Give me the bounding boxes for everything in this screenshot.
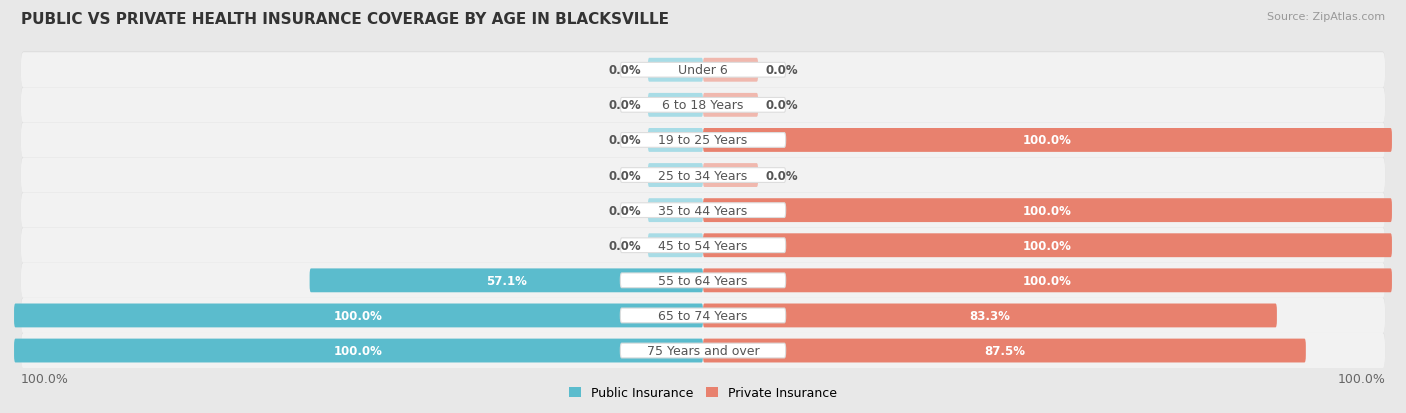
FancyBboxPatch shape (21, 158, 1385, 193)
FancyBboxPatch shape (21, 193, 1385, 228)
FancyBboxPatch shape (703, 129, 1392, 152)
Text: 100.0%: 100.0% (335, 309, 382, 322)
FancyBboxPatch shape (21, 297, 1385, 332)
Legend: Public Insurance, Private Insurance: Public Insurance, Private Insurance (564, 381, 842, 404)
Text: 0.0%: 0.0% (765, 169, 797, 182)
FancyBboxPatch shape (648, 94, 703, 117)
FancyBboxPatch shape (21, 53, 1385, 88)
FancyBboxPatch shape (21, 88, 1385, 122)
Text: 100.0%: 100.0% (1337, 373, 1385, 385)
Text: 0.0%: 0.0% (609, 134, 641, 147)
Text: 100.0%: 100.0% (1024, 239, 1071, 252)
FancyBboxPatch shape (648, 59, 703, 83)
FancyBboxPatch shape (703, 164, 758, 188)
Text: 0.0%: 0.0% (609, 239, 641, 252)
FancyBboxPatch shape (648, 199, 703, 223)
FancyBboxPatch shape (21, 228, 1385, 262)
FancyBboxPatch shape (21, 228, 1385, 263)
Text: 25 to 34 Years: 25 to 34 Years (658, 169, 748, 182)
Text: 75 Years and over: 75 Years and over (647, 344, 759, 357)
FancyBboxPatch shape (21, 157, 1385, 192)
FancyBboxPatch shape (648, 234, 703, 258)
Text: 100.0%: 100.0% (1024, 134, 1071, 147)
Text: 100.0%: 100.0% (1024, 204, 1071, 217)
Text: 100.0%: 100.0% (1024, 274, 1071, 287)
FancyBboxPatch shape (648, 129, 703, 152)
Text: 0.0%: 0.0% (609, 169, 641, 182)
FancyBboxPatch shape (14, 339, 703, 363)
FancyBboxPatch shape (703, 304, 1277, 328)
Text: 0.0%: 0.0% (765, 64, 797, 77)
FancyBboxPatch shape (21, 298, 1385, 333)
FancyBboxPatch shape (620, 273, 786, 288)
FancyBboxPatch shape (648, 164, 703, 188)
FancyBboxPatch shape (21, 262, 1385, 297)
Text: 0.0%: 0.0% (609, 99, 641, 112)
Text: 100.0%: 100.0% (21, 373, 69, 385)
FancyBboxPatch shape (620, 133, 786, 148)
Text: 0.0%: 0.0% (609, 204, 641, 217)
Text: 0.0%: 0.0% (765, 99, 797, 112)
Text: 55 to 64 Years: 55 to 64 Years (658, 274, 748, 287)
Text: 100.0%: 100.0% (335, 344, 382, 357)
FancyBboxPatch shape (703, 199, 1392, 223)
FancyBboxPatch shape (309, 269, 703, 292)
Text: Under 6: Under 6 (678, 64, 728, 77)
Text: 45 to 54 Years: 45 to 54 Years (658, 239, 748, 252)
Text: 65 to 74 Years: 65 to 74 Years (658, 309, 748, 322)
FancyBboxPatch shape (703, 269, 1392, 292)
FancyBboxPatch shape (14, 304, 703, 328)
FancyBboxPatch shape (620, 98, 786, 113)
Text: Source: ZipAtlas.com: Source: ZipAtlas.com (1267, 12, 1385, 22)
FancyBboxPatch shape (620, 168, 786, 183)
FancyBboxPatch shape (703, 94, 758, 117)
Text: 57.1%: 57.1% (486, 274, 527, 287)
FancyBboxPatch shape (620, 203, 786, 218)
FancyBboxPatch shape (21, 263, 1385, 298)
FancyBboxPatch shape (21, 333, 1385, 368)
FancyBboxPatch shape (21, 332, 1385, 368)
FancyBboxPatch shape (620, 343, 786, 358)
FancyBboxPatch shape (620, 238, 786, 253)
Text: 6 to 18 Years: 6 to 18 Years (662, 99, 744, 112)
FancyBboxPatch shape (620, 63, 786, 78)
FancyBboxPatch shape (703, 339, 1306, 363)
FancyBboxPatch shape (21, 123, 1385, 158)
FancyBboxPatch shape (21, 192, 1385, 228)
FancyBboxPatch shape (703, 234, 1392, 258)
FancyBboxPatch shape (620, 309, 786, 323)
FancyBboxPatch shape (21, 52, 1385, 88)
Text: 19 to 25 Years: 19 to 25 Years (658, 134, 748, 147)
FancyBboxPatch shape (703, 59, 758, 83)
Text: 83.3%: 83.3% (970, 309, 1011, 322)
Text: 0.0%: 0.0% (609, 64, 641, 77)
Text: 87.5%: 87.5% (984, 344, 1025, 357)
Text: 35 to 44 Years: 35 to 44 Years (658, 204, 748, 217)
FancyBboxPatch shape (21, 122, 1385, 157)
Text: PUBLIC VS PRIVATE HEALTH INSURANCE COVERAGE BY AGE IN BLACKSVILLE: PUBLIC VS PRIVATE HEALTH INSURANCE COVER… (21, 12, 669, 27)
FancyBboxPatch shape (21, 88, 1385, 123)
